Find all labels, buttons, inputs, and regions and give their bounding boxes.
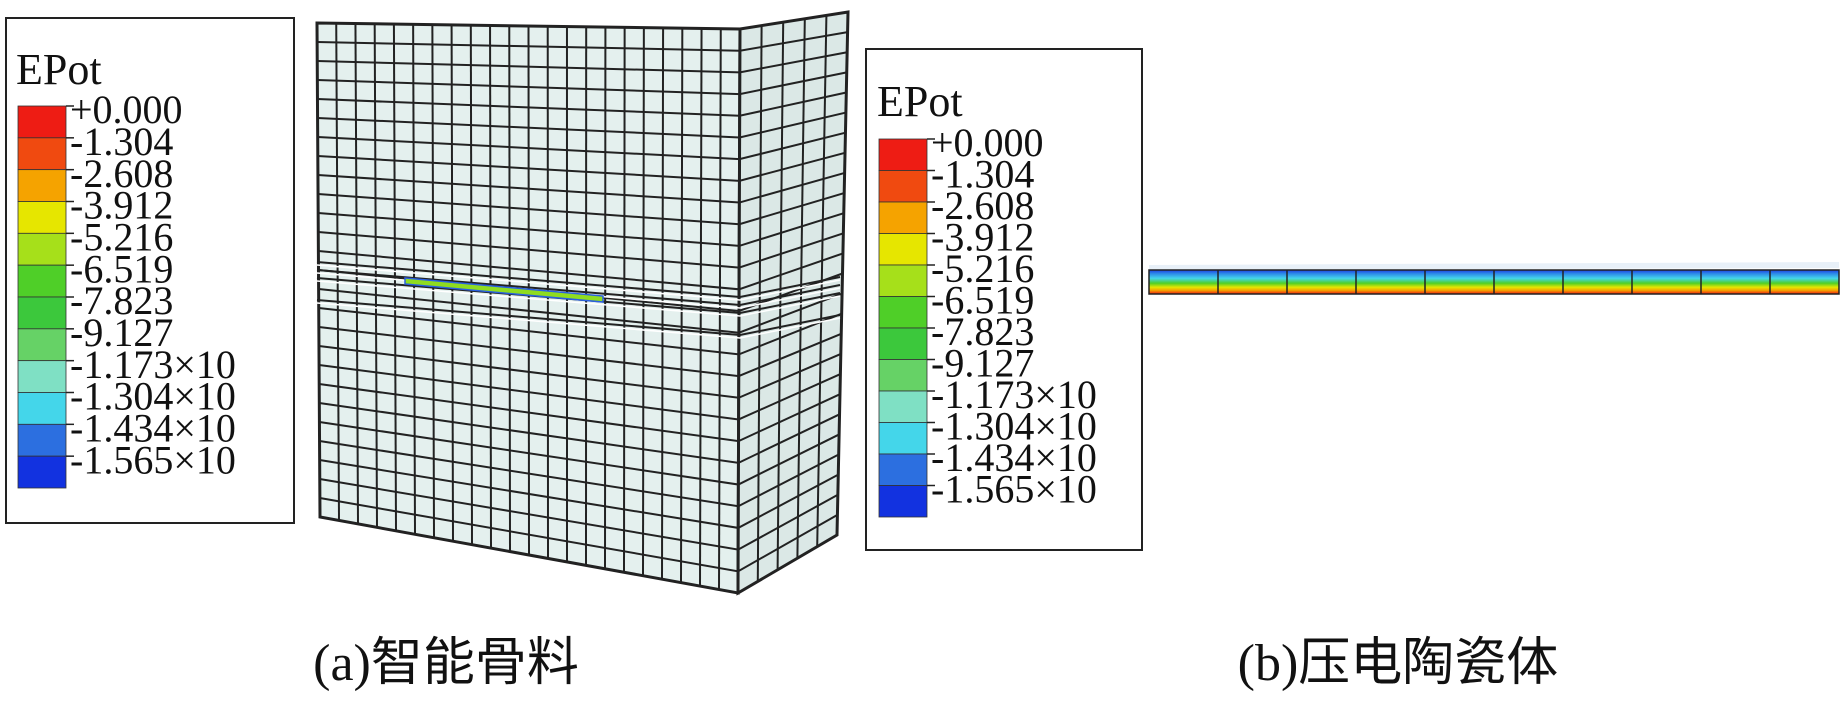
mesh-line	[317, 71, 847, 96]
layer-line	[316, 261, 841, 299]
mesh-line	[317, 111, 847, 139]
legend-label: -1.304×10	[931, 404, 1097, 449]
mesh-line	[319, 383, 841, 443]
mesh-line	[318, 212, 845, 247]
legend-label: -1.173×10	[931, 372, 1097, 417]
legend-swatch	[878, 201, 928, 234]
legend-label: +0.000	[70, 87, 183, 132]
legend-swatch	[878, 453, 928, 486]
mesh-line	[318, 345, 842, 399]
legend-swatch	[17, 201, 67, 234]
legend-swatch	[17, 264, 67, 298]
legend-label: -5.216	[931, 246, 1034, 291]
legend-label: -1.434×10	[931, 435, 1097, 480]
legend-swatch	[17, 360, 67, 393]
legend-swatch	[17, 232, 67, 266]
legend-swatch	[17, 137, 67, 171]
legend-label: +0.000	[931, 120, 1044, 165]
legend-label: -1.304×10	[70, 374, 236, 419]
legend-swatch	[878, 233, 928, 266]
legend-swatch	[878, 422, 928, 455]
legend-swatch	[17, 328, 67, 362]
mesh-line	[319, 459, 839, 529]
piezo-plate	[1148, 262, 1840, 295]
mesh-line	[317, 131, 846, 161]
mesh-line	[318, 250, 844, 291]
mesh-line	[317, 151, 846, 182]
layer-line	[316, 277, 841, 315]
caption: (b)压电陶瓷体	[1238, 635, 1559, 692]
legend-label: -1.304	[931, 152, 1034, 197]
legend-swatch	[17, 296, 67, 330]
legend-label: -7.823	[70, 278, 173, 323]
mesh-line	[319, 440, 840, 508]
layer-line	[316, 299, 841, 337]
legend-swatch	[878, 264, 928, 297]
mesh-line	[319, 402, 840, 464]
legend-label: -5.216	[70, 214, 173, 259]
legend-swatch	[17, 105, 67, 139]
legend-swatch	[878, 138, 928, 171]
legend-label: -1.565×10	[70, 437, 236, 482]
legend-label: -1.434×10	[70, 405, 236, 450]
mesh-line	[318, 364, 841, 421]
legend-swatch	[878, 296, 928, 329]
mesh-line	[319, 421, 840, 486]
mesh-line	[318, 288, 843, 334]
legend-label: -6.519	[931, 278, 1034, 323]
mesh-line	[318, 326, 842, 378]
mesh-line	[317, 31, 848, 52]
legend-title: EPot	[877, 77, 963, 126]
legend-label: -6.519	[70, 246, 173, 291]
layer-line	[316, 264, 841, 301]
legend-swatch	[17, 455, 67, 489]
legend-label: -2.608	[70, 151, 173, 196]
aggregate-mesh	[315, 10, 850, 596]
mesh-line	[317, 91, 847, 117]
legend-swatch	[878, 170, 928, 203]
caption: (a)智能骨料	[313, 635, 579, 692]
legend-label: -1.565×10	[931, 467, 1097, 512]
mesh-line	[318, 307, 843, 356]
legend-label: -3.912	[931, 215, 1034, 260]
mesh-line	[317, 171, 845, 204]
legend-swatch	[17, 392, 67, 425]
legend-swatch	[878, 390, 928, 423]
mesh-line	[317, 192, 845, 226]
legend-swatch	[878, 485, 928, 518]
sensor-strip	[404, 277, 604, 303]
mesh-line	[319, 478, 839, 551]
legend-swatch	[878, 359, 928, 392]
legend-label: -9.127	[931, 341, 1034, 386]
layer-line	[316, 269, 841, 307]
layer-line	[316, 280, 841, 317]
legend-label: -7.823	[931, 309, 1034, 354]
legend-swatch	[17, 169, 67, 202]
legend-swatch	[878, 327, 928, 360]
mesh-line	[317, 51, 848, 74]
legend-title: EPot	[16, 45, 102, 94]
layer-line	[316, 302, 841, 339]
mesh-line	[319, 497, 838, 573]
legend-label: -2.608	[931, 183, 1034, 228]
legend-label: -3.912	[70, 183, 173, 228]
legend-label: -1.304	[70, 119, 173, 164]
legend-label: -1.173×10	[70, 342, 236, 387]
legend-label: -9.127	[70, 310, 173, 355]
legend-swatch	[17, 423, 67, 457]
mesh-line	[318, 231, 844, 269]
